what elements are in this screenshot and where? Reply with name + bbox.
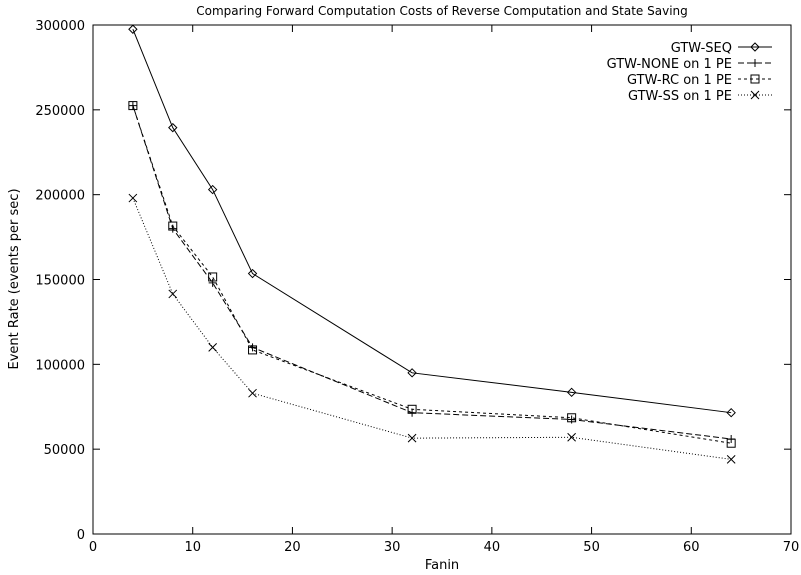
series-gtw-none-on-1-pe — [128, 101, 736, 443]
series-layer — [128, 24, 736, 464]
series-line — [132, 105, 732, 440]
x-tick-label: 40 — [484, 540, 501, 555]
legend-marker — [750, 42, 760, 52]
data-point — [407, 433, 417, 443]
legend-marker — [751, 59, 759, 67]
series-line — [132, 105, 732, 444]
data-point — [248, 345, 258, 355]
series-gtw-seq — [128, 24, 736, 418]
y-tick-label: 50000 — [44, 443, 85, 458]
y-axis-title: Event Rate (events per sec) — [7, 188, 22, 369]
axis-ticks: 0 10 20 30 40 50 60 70 0 50000 100000 150000 200000 2… — [35, 19, 799, 555]
x-tick-label: 20 — [284, 540, 301, 555]
x-tick-label: 10 — [184, 540, 201, 555]
data-point — [248, 343, 257, 352]
y-tick-label: 250000 — [35, 104, 85, 119]
series-gtw-ss-on-1-pe — [128, 193, 736, 464]
x-tick-label: 0 — [89, 540, 97, 555]
y-tick-label: 100000 — [35, 358, 85, 373]
series-line — [132, 29, 732, 414]
data-point — [407, 368, 417, 378]
legend-label: GTW-RC on 1 PE — [627, 73, 732, 88]
data-point — [566, 387, 577, 398]
y-tick-label: 0 — [77, 528, 85, 543]
data-point — [567, 432, 576, 442]
legend-label: GTW-NONE on 1 PE — [607, 57, 732, 72]
data-point — [168, 221, 178, 231]
y-tick-label: 300000 — [35, 19, 85, 34]
series-line — [132, 197, 732, 460]
data-point — [208, 278, 217, 287]
data-point — [408, 408, 417, 417]
data-point — [128, 193, 138, 203]
legend-label: GTW-SEQ — [671, 41, 732, 56]
data-point — [726, 407, 736, 418]
data-point — [128, 101, 138, 111]
data-point — [207, 184, 218, 195]
x-tick-label: 60 — [683, 540, 700, 555]
data-point — [248, 388, 257, 398]
legend-marker — [750, 90, 760, 100]
data-point — [168, 122, 178, 133]
data-point — [567, 413, 577, 423]
chart-title: Comparing Forward Computation Costs of R… — [196, 4, 688, 18]
series-gtw-rc-on-1-pe — [128, 101, 736, 448]
x-tick-label: 70 — [783, 540, 800, 555]
data-point — [128, 24, 138, 34]
data-point — [726, 454, 736, 464]
data-point — [407, 404, 417, 414]
data-point — [168, 289, 178, 299]
y-tick-label: 150000 — [35, 274, 85, 289]
data-point — [208, 272, 218, 282]
x-tick-label: 50 — [583, 540, 600, 555]
data-point — [726, 438, 736, 448]
legend-marker — [750, 74, 760, 84]
data-point — [247, 268, 258, 279]
data-point — [208, 343, 218, 352]
legend-label: GTW-SS on 1 PE — [628, 89, 732, 104]
x-axis-title: Fanin — [425, 558, 459, 573]
x-tick-label: 30 — [384, 540, 401, 555]
y-tick-label: 200000 — [35, 189, 85, 204]
